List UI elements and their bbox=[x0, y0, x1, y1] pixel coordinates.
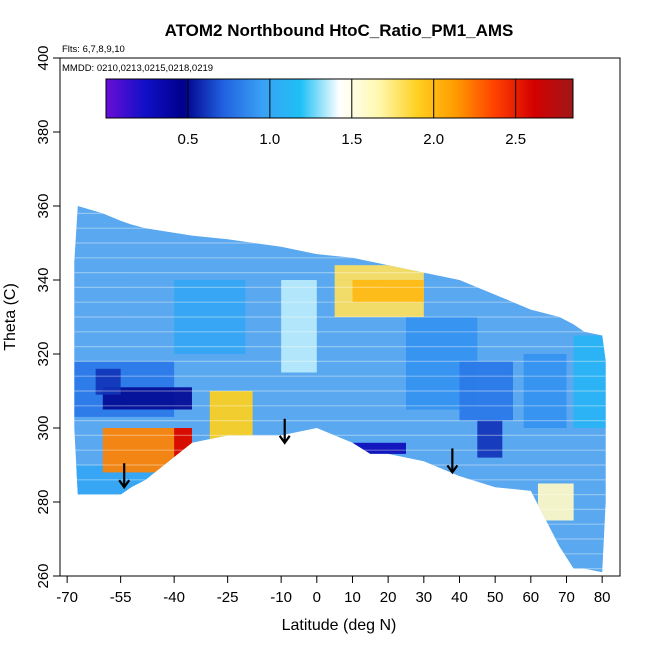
x-tick-label: 50 bbox=[487, 589, 504, 606]
heatmap-cell bbox=[209, 391, 253, 440]
x-tick-label: 40 bbox=[451, 589, 468, 606]
x-tick-label: -40 bbox=[163, 589, 185, 606]
y-tick-label: 340 bbox=[35, 267, 52, 292]
x-tick-label: 0 bbox=[313, 589, 321, 606]
heatmap-cell bbox=[573, 335, 606, 428]
heatmap-cell bbox=[523, 354, 567, 428]
x-tick-label: -70 bbox=[56, 589, 78, 606]
dates-annotation: MMDD: 0210,0213,0215,0218,0219 bbox=[62, 63, 213, 74]
down-arrow-icon bbox=[446, 448, 459, 475]
heatmap-cell bbox=[174, 280, 246, 354]
y-axis: 260 280 300 320 340 360 380 400 bbox=[35, 45, 60, 589]
colorbar-frame bbox=[105, 78, 574, 119]
heatmap-cell bbox=[281, 280, 317, 373]
colorbar-gradient bbox=[106, 79, 573, 118]
x-tick-label: 30 bbox=[415, 589, 432, 606]
heatmap-cell bbox=[334, 442, 406, 454]
colorbar: 0.5 1.0 1.5 2.0 2.5 bbox=[105, 78, 574, 148]
heatmap-cell bbox=[459, 361, 513, 421]
down-arrow-icon bbox=[278, 418, 291, 445]
x-tick-label: 20 bbox=[380, 589, 397, 606]
y-tick-label: 280 bbox=[35, 489, 52, 514]
heatmap-area bbox=[74, 206, 606, 573]
y-tick-label: 320 bbox=[35, 341, 52, 366]
x-tick-label: 80 bbox=[594, 589, 611, 606]
colorbar-tick-label: 2.0 bbox=[423, 131, 444, 148]
colorbar-tick-label: 1.5 bbox=[341, 131, 362, 148]
x-axis-label: Latitude (deg N) bbox=[282, 617, 397, 634]
plot-frame bbox=[59, 57, 621, 577]
y-tick-label: 400 bbox=[35, 45, 52, 70]
x-tick-label: 70 bbox=[558, 589, 575, 606]
x-axis: -70 -55 -40 -25 -10 0 10 20 30 40 50 60 70 80 bbox=[56, 576, 611, 606]
x-tick-label: -10 bbox=[270, 589, 292, 606]
chart-title: ATOM2 Northbound HtoC_Ratio_PM1_AMS bbox=[165, 21, 514, 40]
arrow-markers bbox=[118, 418, 459, 490]
x-tick-label: 60 bbox=[522, 589, 539, 606]
y-tick-label: 360 bbox=[35, 193, 52, 218]
y-tick-label: 380 bbox=[35, 119, 52, 144]
heatmap-cell bbox=[352, 280, 424, 303]
y-tick-label: 300 bbox=[35, 415, 52, 440]
y-tick-label: 260 bbox=[35, 563, 52, 588]
y-axis-label: Theta (C) bbox=[2, 283, 19, 351]
down-arrow-icon bbox=[118, 463, 131, 490]
heatmap-cell bbox=[174, 428, 192, 458]
heatmap-cell bbox=[537, 483, 574, 521]
flights-annotation: Flts: 6,7,8,9,10 bbox=[62, 44, 125, 55]
heatmap-cell bbox=[95, 368, 121, 395]
x-tick-label: -25 bbox=[217, 589, 239, 606]
x-tick-label: 10 bbox=[344, 589, 361, 606]
heatmap-cell bbox=[477, 420, 503, 458]
heatmap-cell bbox=[102, 387, 192, 410]
x-tick-label: -55 bbox=[110, 589, 132, 606]
colorbar-tick-label: 1.0 bbox=[259, 131, 280, 148]
colorbar-tick-label: 2.5 bbox=[505, 131, 526, 148]
colorbar-tick-label: 0.5 bbox=[178, 131, 199, 148]
